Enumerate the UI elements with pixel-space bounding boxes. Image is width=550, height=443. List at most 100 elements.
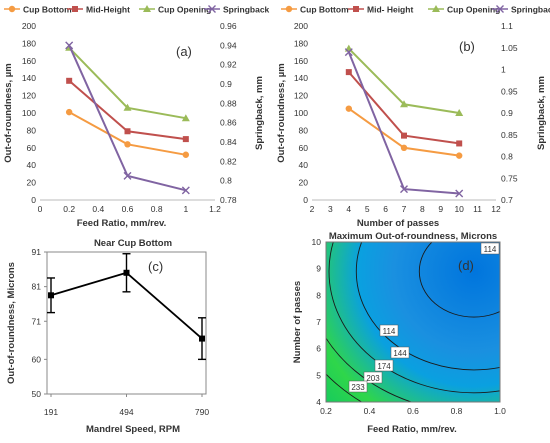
legend-label: Cup Bottom xyxy=(23,5,72,15)
y-axis-title: Out-of-roundness, µm xyxy=(3,63,14,162)
x-tick-label: 0.6 xyxy=(122,204,134,214)
y-tick-label: 20 xyxy=(27,178,37,188)
y-tick-label: 200 xyxy=(294,21,308,31)
y-tick-label: 140 xyxy=(22,73,36,83)
x-tick-label: 1.2 xyxy=(209,204,221,214)
y-tick-label: 8 xyxy=(316,290,321,300)
y2-tick-label: 0.88 xyxy=(220,98,237,108)
panel-label: (a) xyxy=(176,44,192,59)
data-point xyxy=(456,152,463,159)
data-point xyxy=(66,77,73,84)
data-point xyxy=(181,114,190,122)
contour-label-box xyxy=(480,242,500,255)
y-tick-label: 50 xyxy=(32,389,42,399)
y-tick-label: 5 xyxy=(316,370,321,380)
x-tick-label: 10 xyxy=(454,204,464,214)
data-point xyxy=(456,140,463,147)
data-point xyxy=(48,292,54,299)
y2-tick-label: 0.85 xyxy=(501,130,518,140)
chart-panel-d: Maximum Out-of-roundness, Microns 114 114 1… xyxy=(292,231,506,435)
x-tick-label: 1.0 xyxy=(494,406,506,416)
x-axis-title: Mandrel Speed, RPM xyxy=(86,424,180,435)
data-point xyxy=(123,103,132,111)
legend-label: Mid- Height xyxy=(367,5,413,15)
y-tick-label: 10 xyxy=(312,237,322,247)
data-point xyxy=(401,132,407,139)
x-tick-label: 12 xyxy=(491,204,501,214)
y2-tick-label: 0.84 xyxy=(220,137,237,147)
x-tick-label: 1 xyxy=(183,204,188,214)
x-tick-label: 6 xyxy=(383,204,388,214)
y2-tick-label: 0.92 xyxy=(220,60,237,70)
data-point xyxy=(182,136,189,143)
x-tick-label: 0 xyxy=(38,204,43,214)
data-point xyxy=(65,41,74,50)
data-point xyxy=(345,69,352,76)
y2-tick-label: 0.86 xyxy=(220,118,237,128)
y-tick-label: 100 xyxy=(294,108,308,118)
y-tick-label: 160 xyxy=(294,56,308,66)
contour-label-box xyxy=(374,359,394,372)
y2-tick-label: 0.82 xyxy=(220,156,237,166)
x-tick-label: 0.2 xyxy=(320,406,332,416)
contour-label: 233 xyxy=(351,383,365,392)
data-point xyxy=(182,151,190,158)
data-point xyxy=(400,100,408,108)
x-tick-label: 494 xyxy=(119,407,133,417)
legend-marker xyxy=(143,5,151,12)
y2-tick-label: 0.94 xyxy=(220,40,237,50)
contour-group xyxy=(326,242,500,402)
y2-tick-label: 0.9 xyxy=(220,79,232,89)
x-tick-label: 191 xyxy=(44,407,58,417)
series-line xyxy=(347,51,460,195)
y-tick-label: 100 xyxy=(22,108,36,118)
y-tick-label: 4 xyxy=(316,397,321,407)
panel-label: (b) xyxy=(459,39,475,54)
plot-frame xyxy=(325,241,501,403)
legend-marker xyxy=(432,5,440,12)
contour-line xyxy=(328,242,500,394)
x-tick-label: 8 xyxy=(420,204,425,214)
legend-marker xyxy=(72,6,78,12)
legend-marker xyxy=(496,5,504,13)
y-tick-label: 40 xyxy=(27,160,37,170)
y-tick-label: 140 xyxy=(294,73,308,83)
contour-line xyxy=(418,242,500,318)
contour-label: 114 xyxy=(383,327,396,336)
y-tick-label: 6 xyxy=(316,344,321,354)
contour-label-box xyxy=(390,346,410,359)
data-point xyxy=(344,48,353,57)
legend-label: Cup Opening xyxy=(447,5,500,15)
chart-panel-a: Cup Bottom Mid-Height Cup Opening Springbac… xyxy=(3,5,270,230)
x-tick-label: 2 xyxy=(310,204,315,214)
x-tick-label: 0.6 xyxy=(407,406,419,416)
y-tick-label: 71 xyxy=(32,316,42,326)
heatmap-surface xyxy=(326,242,500,402)
y-tick-label: 120 xyxy=(22,91,36,101)
y-tick-label: 200 xyxy=(22,21,36,31)
y2-tick-label: 0.75 xyxy=(501,173,518,183)
y-tick-label: 160 xyxy=(22,56,36,66)
y-tick-label: 60 xyxy=(32,354,42,364)
legend-label: Springback xyxy=(511,5,550,15)
x-axis-title: Number of passes xyxy=(357,218,439,229)
y-tick-label: 81 xyxy=(32,282,42,292)
contour-label: 144 xyxy=(393,349,407,358)
data-point xyxy=(400,185,408,194)
data-point xyxy=(123,171,132,180)
chart-title: Maximum Out-of-roundness, Microns xyxy=(329,231,497,242)
data-point xyxy=(124,128,131,135)
chart-panel-c: Near Cup Bottom 50 60 71 81 91 191 494 790 Mandre… xyxy=(6,238,209,435)
panel-label: (d) xyxy=(458,258,474,273)
contour-label-box xyxy=(348,380,368,393)
data-point xyxy=(344,44,353,52)
y-tick-label: 60 xyxy=(27,143,37,153)
legend-label: Mid-Height xyxy=(86,5,130,15)
y-tick-label: 0 xyxy=(31,195,36,205)
x-axis-title: Feed Ratio, mm/rev. xyxy=(77,218,167,229)
x-tick-label: 0.4 xyxy=(92,204,104,214)
contour-label: 203 xyxy=(366,374,380,383)
legend-marker xyxy=(208,5,216,13)
y-tick-label: 40 xyxy=(299,160,309,170)
